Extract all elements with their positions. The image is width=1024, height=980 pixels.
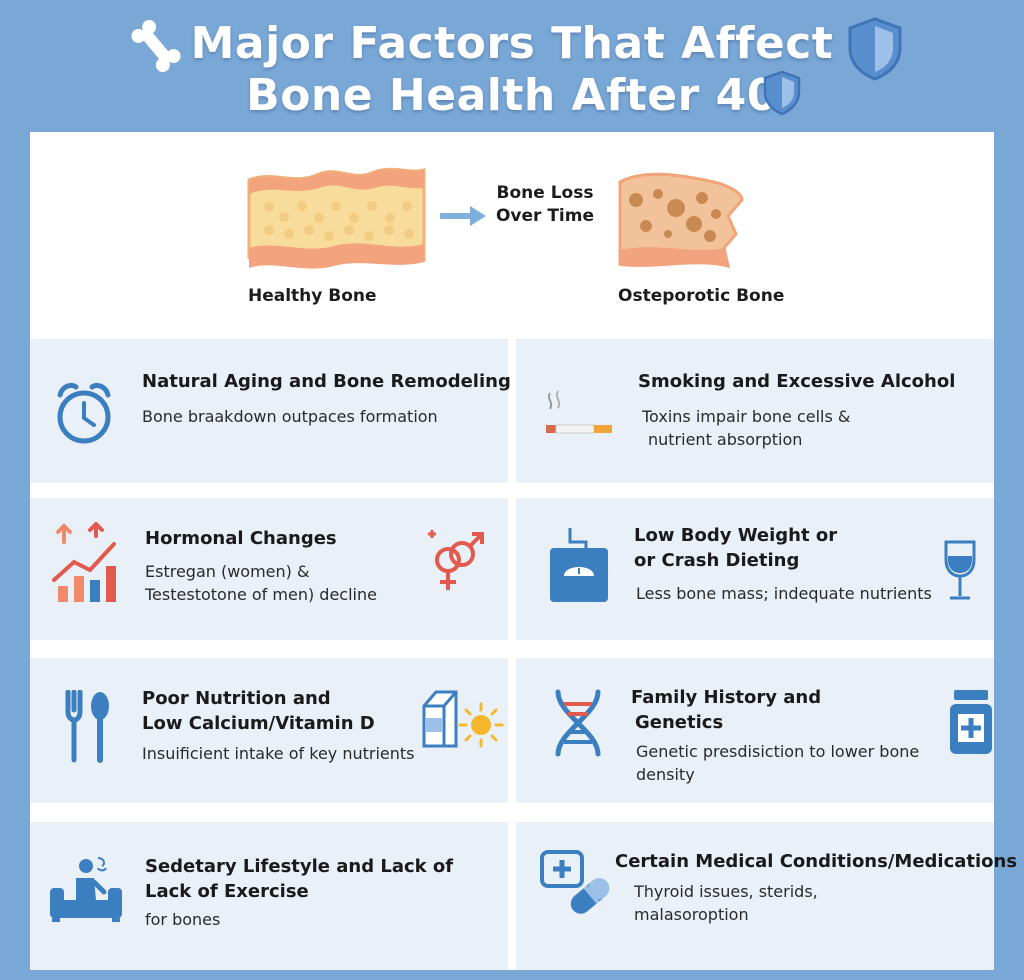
- bone-loss-label: Bone Loss Over Time: [495, 183, 595, 226]
- factor-description: Insuificient intake of key nutrients: [142, 744, 415, 763]
- sun-icon: [458, 702, 504, 748]
- healthy-bone-label: Healthy Bone: [248, 286, 377, 306]
- factor-title: Low Body Weight or or Crash Dieting: [634, 525, 838, 571]
- factor-description: Genetic presdisiction to lower bone dens…: [636, 742, 920, 784]
- factor-title: Smoking and Excessive Alcohol: [638, 371, 956, 392]
- bone-comparison: Healthy Bone Bone Loss Over Time Ostepor…: [30, 132, 994, 337]
- bone-icon: [131, 19, 181, 73]
- arrow-right-icon: [440, 206, 486, 226]
- gender-symbols-icon: [428, 530, 484, 590]
- factor-title: Poor Nutrition and Low Calcium/Vitamin D: [142, 688, 375, 734]
- factor-card-sedentary: Sedetary Lifestyle and Lack of Lack of E…: [30, 822, 508, 970]
- factor-card-genetics: Family History and Genetics Genetic pres…: [516, 658, 994, 803]
- factor-title: Natural Aging and Bone Remodeling: [142, 371, 511, 392]
- factor-title: Hormonal Changes: [145, 528, 337, 549]
- milk-carton-icon: [422, 690, 458, 748]
- dna-icon: [555, 689, 601, 757]
- factor-title: Family History and Genetics: [631, 687, 822, 733]
- factor-card-aging: Natural Aging and Bone Remodeling Bone b…: [30, 339, 511, 483]
- fork-spoon-icon: [65, 690, 109, 763]
- rising-chart-icon: [52, 522, 116, 602]
- osteoporotic-bone-label: Osteporotic Bone: [618, 286, 785, 306]
- osteoporotic-bone-illustration: [618, 172, 744, 269]
- shield-icon: [848, 17, 902, 81]
- factor-description: Toxins impair bone cells & nutrient abso…: [642, 407, 851, 449]
- content-panel: Healthy Bone Bone Loss Over Time Ostepor…: [30, 132, 1017, 970]
- cigarette-icon: [546, 390, 612, 434]
- page-title-line-1: Major Factors That Affect: [190, 18, 834, 69]
- factor-card-hormonal: Hormonal Changes Estregan (women) & Test…: [30, 498, 508, 640]
- healthy-bone-illustration: [247, 167, 426, 269]
- alarm-clock-icon: [57, 382, 111, 444]
- factor-description: Estregan (women) & Testestotone of men) …: [145, 562, 377, 604]
- page-title-line-2: Bone Health After 40: [246, 70, 778, 121]
- factor-description: Bone braakdown outpaces formation: [142, 407, 438, 426]
- factor-card-nutrition: Poor Nutrition and Low Calcium/Vitamin D…: [30, 658, 508, 803]
- factor-description: for bones: [145, 910, 221, 929]
- factor-card-body-weight: Low Body Weight or or Crash Dieting Less…: [516, 498, 994, 640]
- factor-description: Thyroid issues, sterids, malasoroption: [634, 882, 818, 924]
- person-on-couch-icon: [50, 857, 122, 922]
- header: Major Factors That Affect Bone Health Af…: [0, 0, 1024, 130]
- bathroom-scale-icon: [550, 528, 608, 602]
- factor-card-smoking: Smoking and Excessive Alcohol Toxins imp…: [516, 339, 994, 483]
- wine-glass-icon: [944, 540, 976, 600]
- factor-description: Less bone mass; indequate nutrients: [636, 584, 932, 603]
- factor-title: Sedetary Lifestyle and Lack of Lack of E…: [145, 856, 454, 902]
- shield-icon: [763, 70, 801, 116]
- factor-title: Certain Medical Conditions/Medications: [615, 851, 1018, 872]
- factor-card-medical: Certain Medical Conditions/Medications T…: [516, 822, 1017, 970]
- pill-capsule-icon: [540, 850, 610, 914]
- medicine-bottle-icon: [950, 690, 992, 754]
